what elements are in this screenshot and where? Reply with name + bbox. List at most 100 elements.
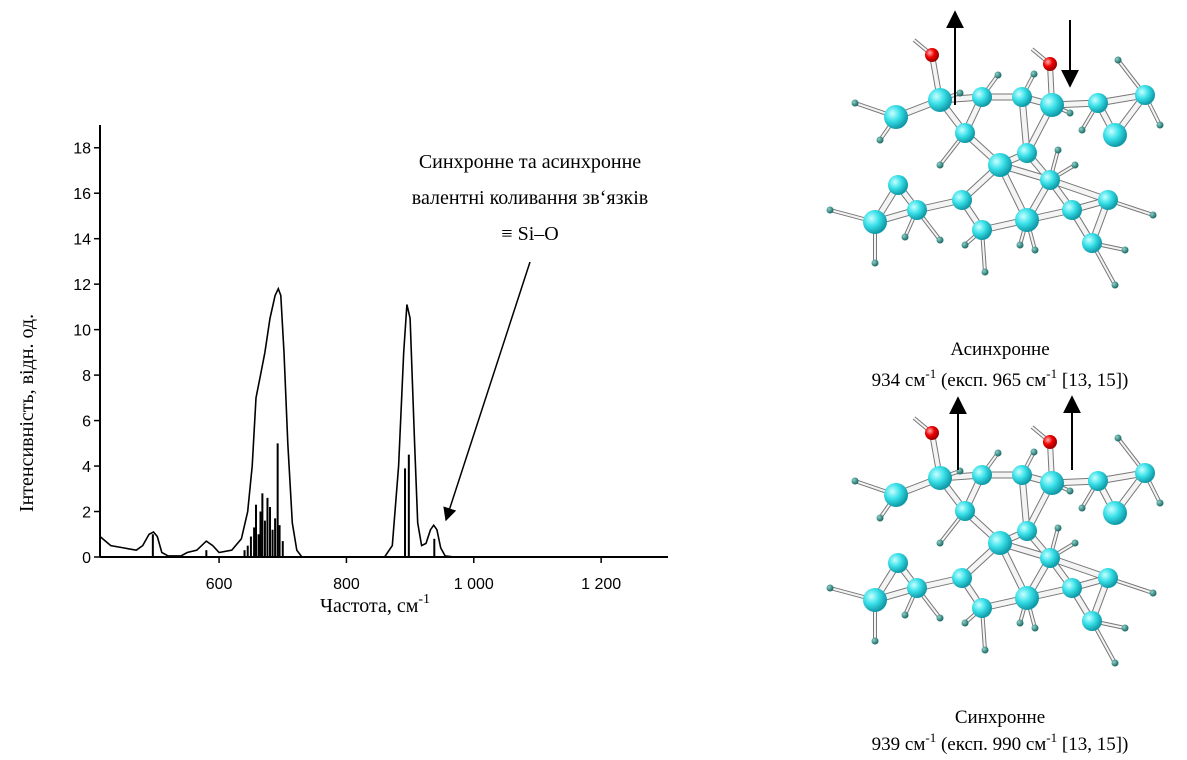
atom	[884, 105, 908, 129]
hydrogen	[902, 612, 909, 619]
caption-text: [13, 15])	[1057, 734, 1128, 755]
atom	[988, 531, 1012, 555]
spectrum-line	[100, 289, 668, 557]
hydrogen	[827, 585, 834, 592]
oxygen	[925, 48, 939, 62]
hydrogen	[1115, 57, 1122, 64]
atom	[1040, 471, 1064, 495]
atom	[955, 501, 975, 521]
hydrogen	[1079, 127, 1086, 134]
hydrogen	[1031, 71, 1038, 78]
diagram-caption: 934 см-1 (експ. 965 см-1 [13, 15])	[872, 366, 1129, 391]
diagram-title: Синхронне	[955, 707, 1045, 728]
hydrogen	[852, 478, 859, 485]
atom	[863, 210, 887, 234]
hydrogen	[1112, 660, 1119, 667]
hydrogen	[877, 515, 884, 522]
x-axis-label-text: Частота, см	[320, 595, 419, 617]
annotation: ≡ Si–O	[501, 223, 558, 245]
hydrogen	[1031, 449, 1038, 456]
atom	[972, 465, 992, 485]
atom	[955, 123, 975, 143]
atom	[1017, 521, 1037, 541]
hydrogen	[937, 162, 944, 169]
hydrogen	[982, 647, 989, 654]
atom	[1103, 123, 1127, 147]
hydrogen	[1122, 247, 1129, 254]
hydrogen	[1055, 525, 1062, 532]
caption-sup: -1	[1046, 366, 1057, 381]
diagram-caption: 939 см-1 (експ. 990 см-1 [13, 15])	[872, 730, 1129, 755]
caption-sup: -1	[1046, 730, 1057, 745]
caption-text: (експ. 990 см	[936, 734, 1046, 755]
hydrogen	[852, 100, 859, 107]
atom	[1135, 463, 1155, 483]
atom	[952, 190, 972, 210]
y-tick-label: 8	[82, 368, 91, 385]
atom	[1103, 501, 1127, 525]
hydrogen	[957, 90, 964, 97]
atom	[1062, 578, 1082, 598]
diagram-title: Асинхронне	[950, 339, 1049, 360]
hydrogen	[937, 615, 944, 622]
hydrogen	[962, 620, 969, 627]
atom	[1012, 465, 1032, 485]
hydrogen	[995, 450, 1002, 457]
molecule	[827, 397, 1164, 667]
chart: Інтенсивність, відн. од. Частота, см-1 С…	[16, 125, 668, 617]
caption-text: [13, 15])	[1057, 370, 1128, 391]
hydrogen	[1072, 540, 1079, 547]
x-tick-label: 800	[333, 576, 360, 593]
hydrogen	[1055, 147, 1062, 154]
hydrogen	[1157, 500, 1164, 507]
hydrogen	[1072, 162, 1079, 169]
atom	[888, 553, 908, 573]
hydrogen	[1122, 625, 1129, 632]
hydrogen	[982, 269, 989, 276]
atom	[1040, 548, 1060, 568]
oxygen	[1043, 435, 1057, 449]
caption-text: (експ. 965 см	[936, 370, 1046, 391]
atom	[1082, 611, 1102, 631]
annotation-arrow	[446, 262, 530, 520]
x-tick-label: 1 000	[454, 576, 494, 593]
hydrogen	[902, 234, 909, 241]
atom	[1015, 208, 1039, 232]
atom	[863, 588, 887, 612]
atom	[888, 175, 908, 195]
atom	[1098, 568, 1118, 588]
hydrogen	[1150, 212, 1157, 219]
hydrogen	[872, 638, 879, 645]
atom	[1040, 170, 1060, 190]
molecule	[827, 12, 1164, 289]
hydrogen	[1032, 247, 1039, 254]
y-tick-label: 2	[82, 505, 91, 522]
annotation: Синхронне та асинхронне	[419, 151, 641, 173]
y-axis-label: Інтенсивність, відн. од.	[16, 314, 38, 512]
y-tick-label: 10	[73, 323, 91, 340]
atom	[1017, 143, 1037, 163]
y-tick-label: 0	[82, 550, 91, 567]
annotation: валентні коливання зв‘язків	[412, 187, 648, 209]
hydrogen	[1150, 590, 1157, 597]
atom	[972, 220, 992, 240]
atom	[928, 466, 952, 490]
atom	[1088, 471, 1108, 491]
atom	[1062, 200, 1082, 220]
hydrogen	[1157, 122, 1164, 129]
atom	[884, 483, 908, 507]
page: Інтенсивність, відн. од. Частота, см-1 С…	[0, 0, 1187, 760]
x-axis-label: Частота, см-1	[320, 592, 430, 617]
atom	[1135, 85, 1155, 105]
atom	[972, 598, 992, 618]
hydrogen	[1112, 282, 1119, 289]
x-tick-label: 1 200	[581, 576, 621, 593]
x-axis-label-sup: -1	[418, 592, 430, 607]
y-tick-label: 18	[73, 141, 91, 158]
caption-sup: -1	[925, 730, 936, 745]
x-tick-label: 600	[206, 576, 233, 593]
caption-sup: -1	[925, 366, 936, 381]
y-tick-label: 6	[82, 414, 91, 431]
diagrams: Асинхронне 934 см-1 (експ. 965 см-1 [13,…	[827, 12, 1164, 755]
hydrogen	[1115, 435, 1122, 442]
